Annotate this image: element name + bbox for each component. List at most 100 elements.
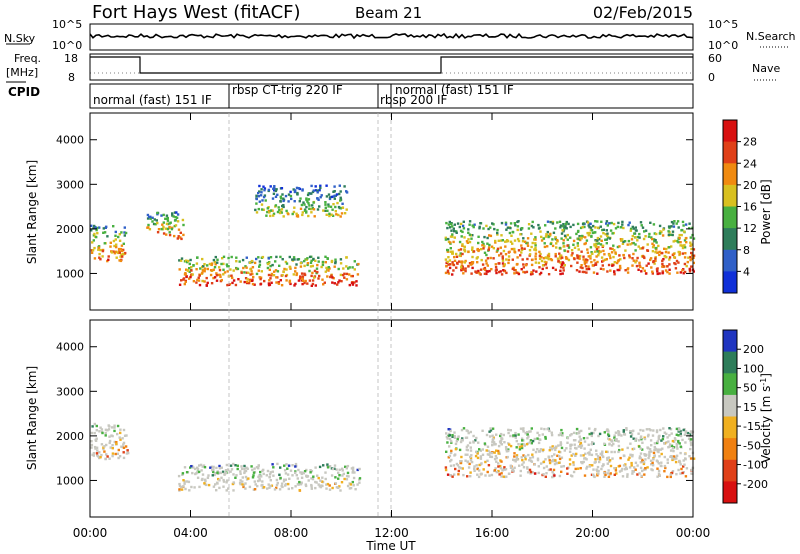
scatter-cell bbox=[668, 246, 671, 249]
scatter-cell bbox=[522, 263, 525, 266]
scatter-cell bbox=[279, 200, 282, 203]
scatter-cell bbox=[684, 223, 688, 226]
scatter-cell bbox=[632, 241, 635, 245]
scatter-cell bbox=[551, 244, 555, 248]
scatter-cell bbox=[252, 275, 255, 279]
scatter-cell bbox=[259, 470, 262, 474]
scatter-cell bbox=[663, 442, 666, 445]
scatter-cell bbox=[656, 251, 659, 254]
scatter-cell bbox=[654, 251, 657, 254]
scatter-cell bbox=[645, 453, 648, 456]
scatter-cell bbox=[170, 227, 174, 231]
scatter-cell bbox=[683, 270, 687, 274]
scatter-cell bbox=[171, 212, 174, 215]
scatter-cell bbox=[110, 251, 114, 254]
scatter-cell bbox=[149, 217, 152, 220]
scatter-cell bbox=[600, 239, 603, 242]
scatter-cell bbox=[314, 185, 317, 188]
scatter-cell bbox=[690, 265, 693, 268]
scatter-cell bbox=[583, 270, 586, 274]
scatter-cell bbox=[303, 209, 307, 212]
scatter-cell bbox=[273, 488, 277, 491]
scatter-cell bbox=[162, 221, 165, 224]
scatter-cell bbox=[213, 260, 217, 264]
scatter-cell bbox=[282, 199, 285, 203]
scatter-cell bbox=[304, 258, 307, 261]
scatter-cell bbox=[472, 434, 475, 438]
scatter-cell bbox=[104, 434, 107, 437]
scatter-cell bbox=[613, 273, 616, 276]
scatter-cell bbox=[663, 470, 666, 473]
scatter-cell bbox=[268, 283, 272, 286]
scatter-cell bbox=[211, 474, 214, 477]
scatter-cell bbox=[647, 456, 650, 460]
scatter-cell bbox=[95, 446, 99, 449]
scatter-cell bbox=[324, 209, 327, 212]
scatter-cell bbox=[278, 264, 281, 267]
scatter-cell bbox=[466, 444, 470, 447]
scatter-cell bbox=[609, 256, 612, 260]
scatter-cell bbox=[611, 232, 614, 235]
scatter-cell bbox=[678, 233, 681, 237]
scatter-cell bbox=[595, 255, 598, 258]
scatter-cell bbox=[504, 245, 507, 248]
scatter-cell bbox=[261, 199, 264, 202]
scatter-cell bbox=[629, 430, 632, 433]
scatter-cell bbox=[358, 467, 361, 471]
scatter-cell bbox=[496, 228, 499, 232]
scatter-cell bbox=[446, 437, 449, 440]
scatter-cell bbox=[235, 474, 238, 477]
scatter-cell bbox=[112, 250, 115, 253]
scatter-cell bbox=[645, 428, 649, 431]
scatter-cell bbox=[306, 200, 309, 203]
scatter-cell bbox=[580, 444, 584, 447]
scatter-cell bbox=[517, 433, 520, 436]
cpid-segment-3: rbsp 200 IF bbox=[380, 93, 447, 107]
scatter-cell bbox=[485, 270, 488, 273]
scatter-cell bbox=[554, 252, 557, 256]
scatter-cell bbox=[160, 227, 163, 231]
scatter-cell bbox=[284, 472, 288, 475]
scatter-cell bbox=[637, 245, 640, 248]
scatter-cell bbox=[317, 476, 320, 480]
scatter-cell bbox=[629, 435, 633, 438]
scatter-cell bbox=[279, 466, 282, 469]
scatter-cell bbox=[119, 428, 122, 431]
scatter-cell bbox=[531, 456, 535, 459]
scatter-cell bbox=[608, 222, 611, 225]
scatter-cell bbox=[542, 448, 545, 451]
scatter-cell bbox=[501, 259, 505, 262]
scatter-cell bbox=[183, 282, 186, 286]
scatter-cell bbox=[226, 468, 230, 471]
scatter-cell bbox=[178, 283, 182, 286]
scatter-cell bbox=[300, 272, 304, 275]
scatter-cell bbox=[476, 261, 479, 264]
scatter-cell bbox=[263, 279, 266, 283]
scatter-cell bbox=[483, 272, 487, 275]
scatter-cell bbox=[613, 436, 616, 439]
scatter-cell bbox=[101, 249, 105, 253]
scatter-cell bbox=[626, 267, 630, 270]
scatter-cell bbox=[253, 480, 256, 483]
scatter-cell bbox=[591, 231, 595, 235]
scatter-cell bbox=[203, 478, 207, 481]
scatter-cell bbox=[460, 269, 463, 272]
scatter-cell bbox=[482, 247, 485, 250]
cpid-segment-4: normal (fast) 151 IF bbox=[395, 83, 514, 97]
scatter-cell bbox=[475, 436, 478, 440]
scatter-cell bbox=[551, 458, 555, 462]
scatter-cell bbox=[679, 271, 682, 274]
scatter-cell bbox=[190, 269, 193, 272]
scatter-cell bbox=[269, 479, 272, 482]
scatter-cell bbox=[590, 434, 593, 438]
scatter-cell bbox=[686, 260, 689, 264]
scatter-cell bbox=[586, 221, 590, 224]
scatter-cell bbox=[218, 266, 221, 269]
scatter-cell bbox=[452, 464, 456, 467]
scatter-cell bbox=[214, 472, 217, 475]
scatter-cell bbox=[500, 443, 503, 446]
scatter-cell bbox=[522, 237, 525, 240]
scatter-cell bbox=[287, 464, 291, 467]
scatter-cell bbox=[483, 251, 487, 254]
